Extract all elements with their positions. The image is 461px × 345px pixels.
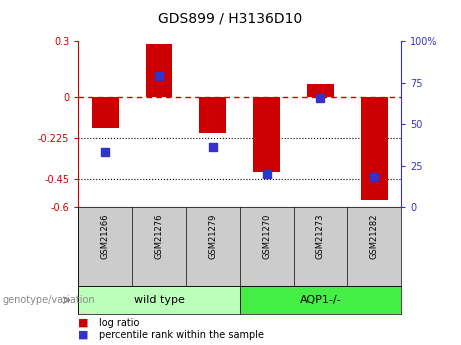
Text: log ratio: log ratio <box>99 318 140 327</box>
Text: genotype/variation: genotype/variation <box>2 295 95 305</box>
Text: GSM21279: GSM21279 <box>208 213 217 259</box>
Point <box>155 73 163 79</box>
Bar <box>199 97 226 134</box>
Text: GSM21270: GSM21270 <box>262 213 271 259</box>
Point <box>101 150 109 155</box>
Point <box>317 95 324 100</box>
Bar <box>92 97 118 128</box>
Bar <box>240 286 401 314</box>
Text: GSM21276: GSM21276 <box>154 213 164 259</box>
Bar <box>361 97 388 200</box>
Text: GDS899 / H3136D10: GDS899 / H3136D10 <box>159 12 302 26</box>
Text: ■: ■ <box>78 318 92 327</box>
Point <box>263 171 270 177</box>
Text: GSM21266: GSM21266 <box>101 213 110 259</box>
Bar <box>253 97 280 172</box>
Bar <box>146 44 172 97</box>
Point <box>209 145 217 150</box>
Text: ■: ■ <box>78 330 92 339</box>
Point <box>371 175 378 180</box>
Bar <box>78 286 240 314</box>
Text: AQP1-/-: AQP1-/- <box>300 295 341 305</box>
Bar <box>307 84 334 97</box>
Text: wild type: wild type <box>134 295 184 305</box>
Text: GSM21282: GSM21282 <box>370 213 378 259</box>
Text: GSM21273: GSM21273 <box>316 213 325 259</box>
Text: percentile rank within the sample: percentile rank within the sample <box>99 330 264 339</box>
